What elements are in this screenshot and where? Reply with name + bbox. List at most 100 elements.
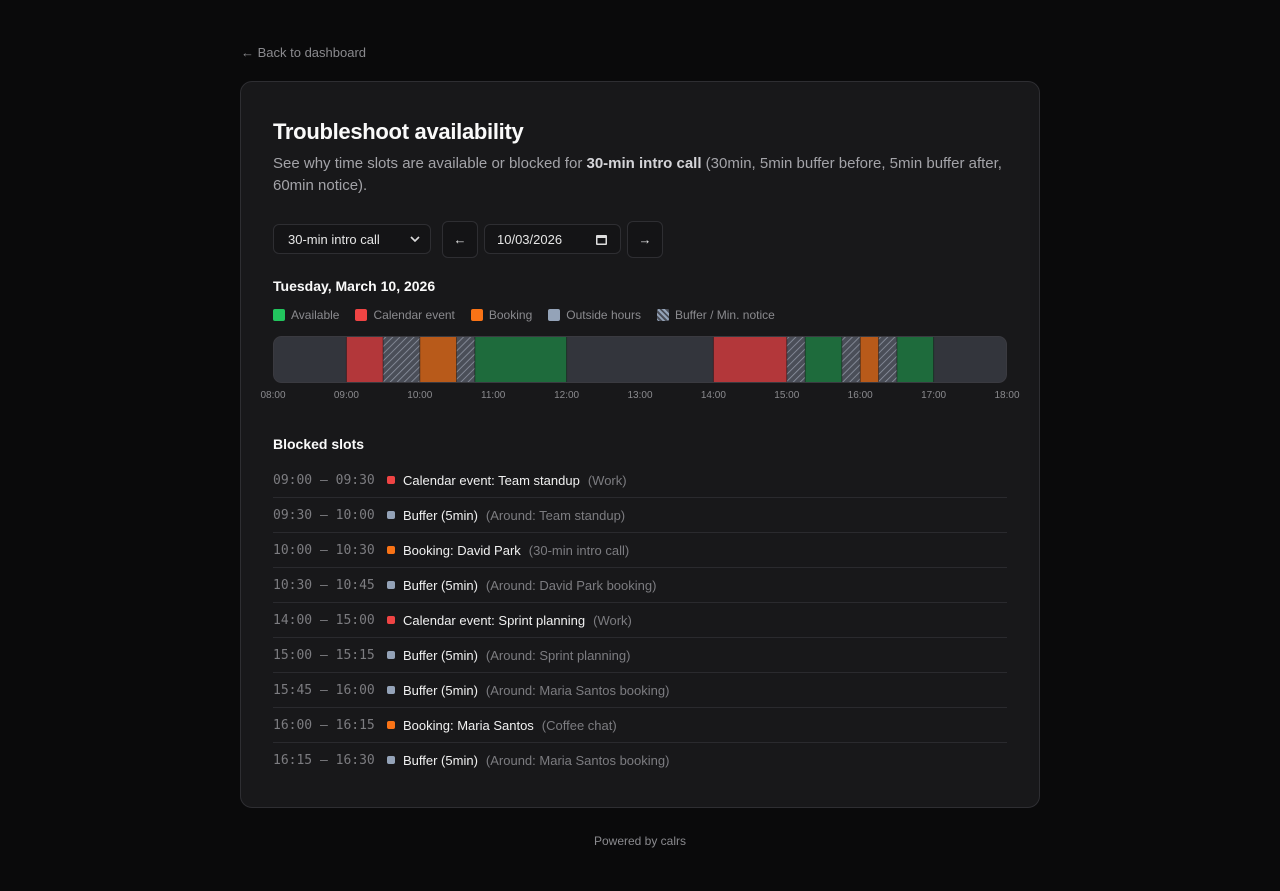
tick-label: 10:00: [407, 390, 433, 401]
slot-note: (Around: Maria Santos booking): [485, 752, 670, 768]
slot-note: (Around: Team standup): [485, 507, 626, 523]
timeline-border: [273, 336, 1007, 383]
legend-swatch: [355, 309, 368, 321]
timeline-segment: [786, 336, 806, 383]
back-link[interactable]: ← Back to dashboard: [241, 45, 367, 60]
timeline-segment: [474, 336, 567, 383]
timeline-segment: [878, 336, 897, 383]
timeline-segment: [841, 336, 861, 383]
slot-dot: [387, 581, 395, 589]
slot-row: 16:15 – 16:30 Buffer (5min) (Around: Maria…: [273, 743, 1007, 777]
legend-item: Calendar event: [355, 308, 455, 322]
legend-label: Available: [291, 308, 340, 322]
slot-title: Buffer (5min): [403, 507, 478, 523]
date-input[interactable]: 10/03/2026: [484, 224, 621, 254]
tick-label: 18:00: [994, 390, 1020, 401]
slot-title: Calendar event: Sprint planning: [403, 612, 586, 628]
timeline-segment: [273, 336, 347, 383]
timeline-segment: [383, 336, 420, 383]
slot-note: (Coffee chat): [541, 717, 617, 733]
slot-row: 09:30 – 10:00 Buffer (5min) (Around: Team …: [273, 498, 1007, 533]
prev-button[interactable]: ←: [442, 221, 478, 258]
legend-item: Buffer / Min. notice: [656, 308, 775, 322]
slot-note: (Around: Sprint planning): [485, 647, 631, 663]
blocked-heading: Blocked slots: [273, 436, 365, 452]
desc-bold: 30-min intro call: [586, 155, 702, 172]
slot-title: Buffer (5min): [403, 647, 478, 663]
tick-label: 11:00: [481, 390, 506, 401]
card: Troubleshoot availability See why time s…: [240, 81, 1040, 808]
timeline-segment: [933, 336, 1007, 383]
timeline-segment: [456, 336, 475, 383]
tick-label: 12:00: [554, 390, 580, 401]
slot-time: 15:45 – 16:00: [273, 682, 375, 698]
slot-row: 15:45 – 16:00 Buffer (5min) (Around: Maria…: [273, 673, 1007, 708]
slot-time: 09:30 – 10:00: [273, 507, 375, 523]
slot-row: 10:00 – 10:30 Booking: David Park (30-min …: [273, 533, 1007, 568]
timeline-segment: [896, 336, 934, 383]
next-button[interactable]: →: [627, 221, 663, 258]
slot-note: (Around: David Park booking): [485, 577, 657, 593]
slot-dot: [387, 616, 395, 624]
slot-row: 15:00 – 15:15 Buffer (5min) (Around: Sprin…: [273, 638, 1007, 673]
tick-label: 08:00: [260, 390, 286, 401]
slot-time: 16:15 – 16:30: [273, 752, 375, 768]
slot-title: Booking: Maria Santos: [403, 717, 534, 733]
legend: Available Calendar event Booking Outside ho…: [273, 308, 775, 322]
slot-note: (30-min intro call): [528, 542, 630, 558]
timeline-segment: [860, 336, 879, 383]
legend-swatch: [548, 309, 561, 321]
date-heading: Tuesday, March 10, 2026: [273, 278, 436, 294]
slot-title: Calendar event: Team standup: [403, 472, 580, 488]
legend-swatch: [656, 309, 669, 321]
tick-label: 16:00: [847, 390, 873, 401]
slot-dot: [387, 651, 395, 659]
legend-label: Calendar event: [373, 308, 455, 322]
desc-text: See why time slots are available or bloc…: [273, 155, 587, 172]
legend-item: Outside hours: [548, 308, 641, 322]
select-value: 30-min intro call: [288, 231, 380, 247]
slot-list: 09:00 – 09:30 Calendar event: Team standu…: [273, 463, 1007, 777]
tick-label: 13:00: [627, 390, 653, 401]
slot-row: 14:00 – 15:00 Calendar event: Sprint plan…: [273, 603, 1007, 638]
desc-text: (30min, 5min buffer before, 5min buffer …: [273, 155, 1002, 194]
timeline-segment: [713, 336, 787, 383]
description: See why time slots are available or bloc…: [273, 153, 1003, 197]
slot-time: 10:30 – 10:45: [273, 577, 375, 593]
legend-swatch: [273, 309, 285, 321]
tick-label: 17:00: [921, 390, 947, 401]
tick-label: 15:00: [774, 390, 800, 401]
legend-label: Booking: [488, 308, 533, 322]
timeline-segment: [419, 336, 457, 383]
slot-title: Buffer (5min): [403, 577, 478, 593]
slot-dot: [387, 686, 395, 694]
slot-note: (Around: Maria Santos booking): [485, 682, 670, 698]
slot-dot: [387, 721, 395, 729]
legend-label: Outside hours: [566, 308, 641, 322]
timeline-segment: [346, 336, 384, 383]
event-select[interactable]: 30-min intro call: [273, 224, 431, 254]
slot-time: 10:00 – 10:30: [273, 542, 375, 558]
legend-label: Buffer / Min. notice: [674, 308, 775, 322]
timeline-segment: [805, 336, 842, 383]
title: Troubleshoot availability: [273, 119, 524, 144]
slot-dot: [387, 546, 395, 554]
timeline: [273, 336, 1007, 383]
date-value: 10/03/2026: [497, 231, 563, 247]
slot-time: 15:00 – 15:15: [273, 647, 375, 663]
slot-time: 09:00 – 09:30: [273, 472, 375, 488]
chevron: [410, 236, 420, 242]
slot-title: Booking: David Park: [403, 542, 521, 558]
legend-swatch: [470, 309, 483, 321]
slot-time: 14:00 – 15:00: [273, 612, 375, 628]
timeline-segment: [566, 336, 714, 383]
slot-row: 09:00 – 09:30 Calendar event: Team standu…: [273, 463, 1007, 498]
slot-dot: [387, 756, 395, 764]
slot-row: 10:30 – 10:45 Buffer (5min) (Around: David…: [273, 568, 1007, 603]
legend-item: Booking: [470, 308, 533, 322]
tick-label: 09:00: [333, 390, 359, 401]
slot-note: (Work): [587, 472, 627, 488]
slot-row: 16:00 – 16:15 Booking: Maria Santos (Coffe…: [273, 708, 1007, 743]
